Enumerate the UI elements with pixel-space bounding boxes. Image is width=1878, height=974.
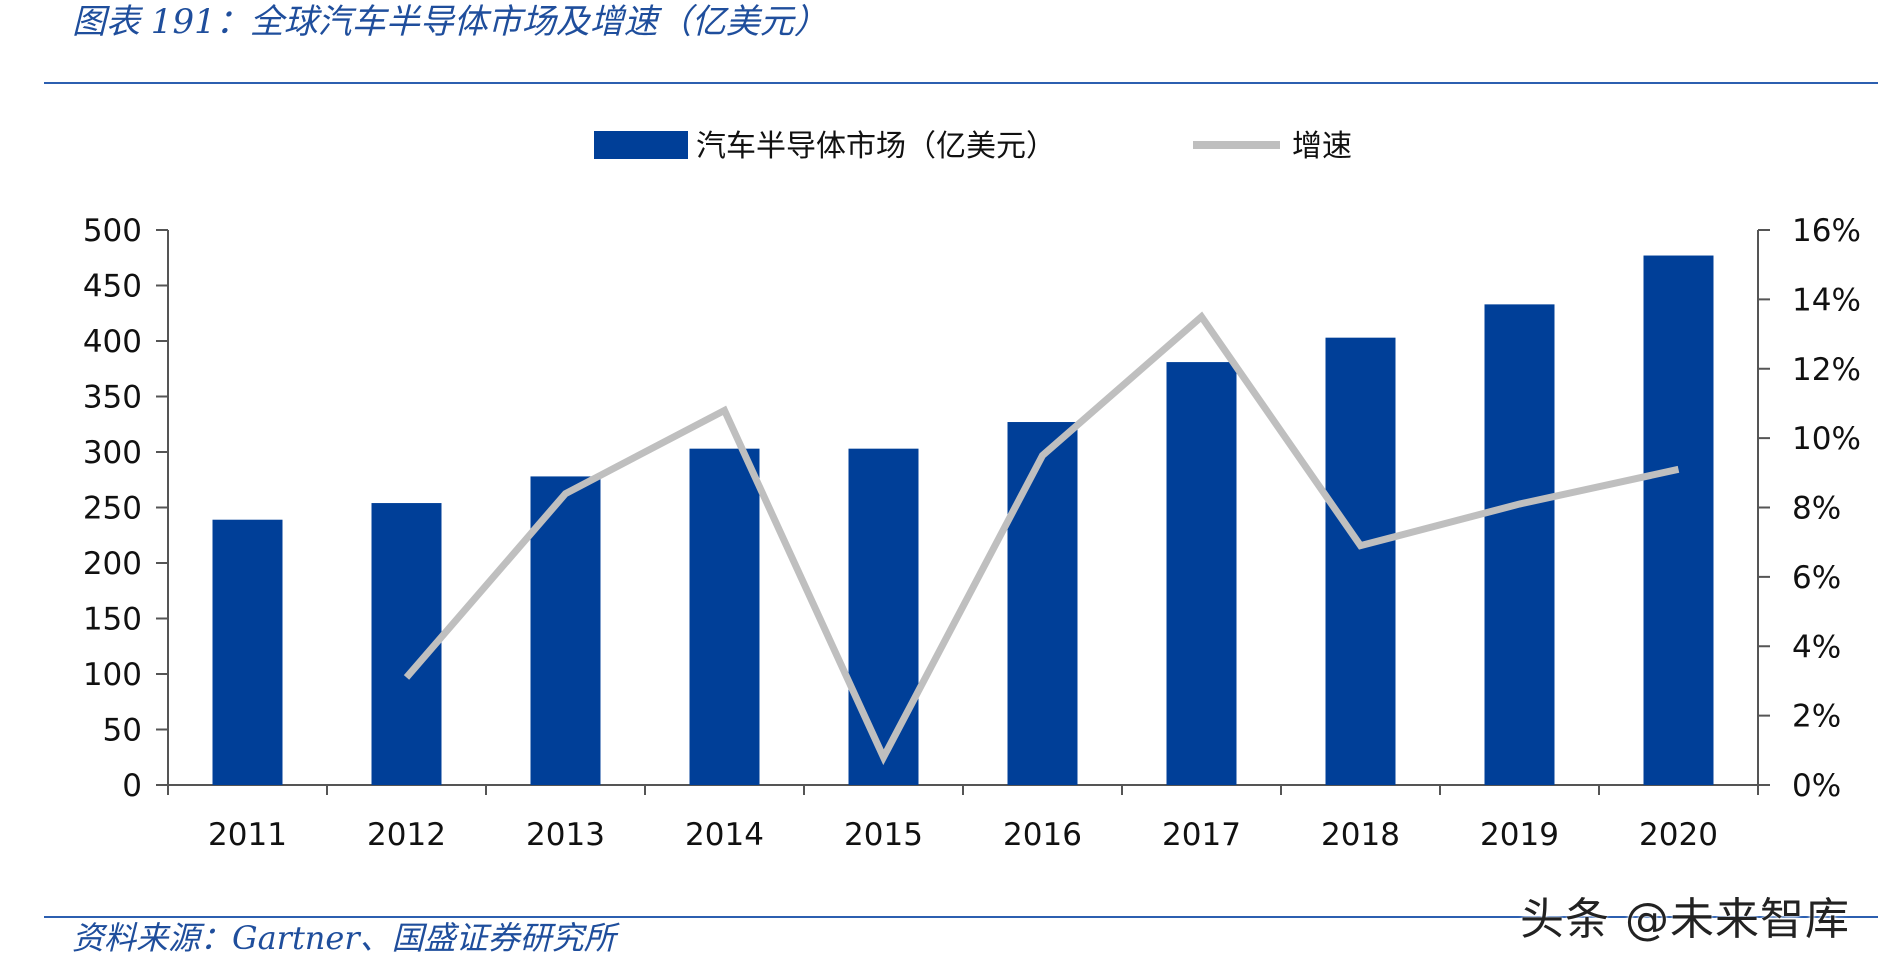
right-tick-label: 14% — [1792, 282, 1861, 318]
left-tick-label: 500 — [83, 213, 142, 249]
right-tick-label: 0% — [1792, 768, 1841, 804]
watermark: 头条 @未来智库 — [1520, 894, 1850, 945]
left-tick-label: 350 — [83, 380, 142, 416]
bar-series — [212, 255, 1714, 785]
x-tick-label: 2014 — [685, 817, 764, 853]
right-tick-label: 2% — [1792, 699, 1841, 735]
left-tick-label: 50 — [103, 713, 142, 749]
x-tick-label: 2019 — [1480, 817, 1559, 853]
right-tick-label: 10% — [1792, 421, 1861, 457]
bottom-rule — [44, 916, 1878, 918]
x-tick-label: 2013 — [526, 817, 605, 853]
legend: 汽车半导体市场（亿美元） 增速 — [594, 129, 1352, 164]
left-tick-label: 400 — [83, 324, 142, 360]
bar — [371, 503, 442, 785]
axes: 0 50 100 150 200 250 300 350 400 450 500 0% 2% 4% 6% 8%… — [83, 213, 1861, 853]
left-tick-label: 100 — [83, 657, 142, 693]
left-tick-label: 0 — [122, 768, 142, 804]
x-tick-label: 2012 — [367, 817, 446, 853]
legend-label-line: 增速 — [1292, 129, 1352, 164]
bar — [848, 448, 919, 785]
x-tick-label: 2016 — [1003, 817, 1082, 853]
x-tick-label: 2015 — [844, 817, 923, 853]
legend-swatch-bar — [594, 131, 688, 159]
right-tick-label: 12% — [1792, 352, 1861, 388]
x-tick-label: 2018 — [1321, 817, 1400, 853]
left-tick-label: 450 — [83, 269, 142, 305]
right-tick-label: 6% — [1792, 560, 1841, 596]
figure-title: 图表 191：全球汽车半导体市场及增速（亿美元） — [72, 2, 828, 42]
left-tick-label: 150 — [83, 602, 142, 638]
bar — [530, 476, 601, 785]
x-tick-label: 2017 — [1162, 817, 1241, 853]
bar — [1643, 255, 1714, 785]
right-tick-label: 4% — [1792, 629, 1841, 665]
bar — [1484, 304, 1555, 785]
top-rule — [44, 82, 1878, 84]
left-tick-label: 250 — [83, 491, 142, 527]
right-tick-label: 8% — [1792, 491, 1841, 527]
left-tick-label: 200 — [83, 546, 142, 582]
bar — [689, 448, 760, 785]
bar — [1007, 422, 1078, 785]
bar — [1166, 362, 1237, 785]
x-tick-label: 2020 — [1639, 817, 1718, 853]
x-tick-label: 2011 — [208, 817, 287, 853]
bar — [212, 519, 283, 785]
right-tick-label: 16% — [1792, 213, 1861, 249]
line-series — [403, 311, 1680, 766]
legend-label-bar: 汽车半导体市场（亿美元） — [696, 129, 1056, 164]
bar — [1325, 337, 1396, 785]
left-tick-label: 300 — [83, 435, 142, 471]
chart: 汽车半导体市场（亿美元） 增速 0 50 100 150 200 250 300 350 400 4… — [83, 129, 1861, 853]
source-note: 资料来源：Gartner、国盛证券研究所 — [72, 919, 616, 957]
